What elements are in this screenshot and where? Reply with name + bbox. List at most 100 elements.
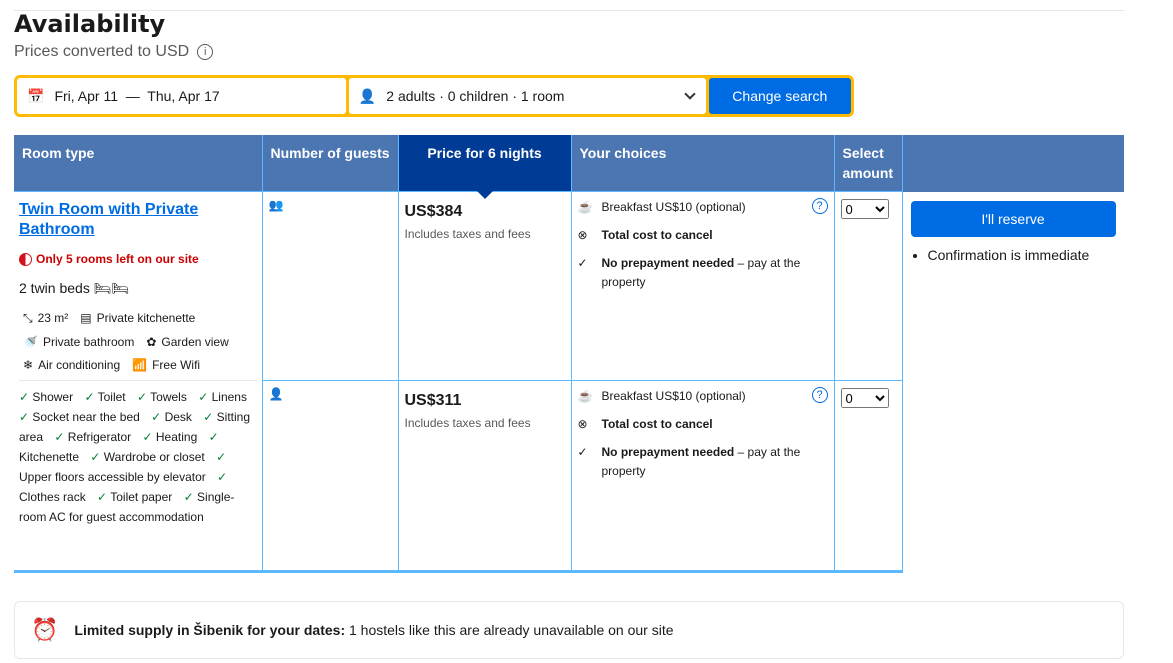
header-choices: Your choices xyxy=(570,135,834,192)
cancel-icon: ⊗ xyxy=(577,228,588,242)
check-icon: ✓ xyxy=(577,256,588,270)
snowflake-icon: ❄ xyxy=(23,358,34,372)
check-icon: ✓ xyxy=(54,430,65,444)
search-bar: 📅 Fri, Apr 11 — Thu, Apr 17 👤 2 adults · 0… xyxy=(14,75,854,117)
amenity-label: Toilet paper xyxy=(110,490,173,504)
check-icon: ✓ xyxy=(84,390,95,404)
amenity-item: ✓ Heating xyxy=(142,430,201,444)
amenity-label: Kitchenette xyxy=(19,450,80,464)
amenity-item: ✓ Shower xyxy=(19,390,77,404)
amenity-item: ✓ Toilet xyxy=(84,390,129,404)
header-select-amount: Select amount xyxy=(833,135,902,192)
beds-text: 2 twin beds xyxy=(19,280,90,296)
cancel-icon: ⊗ xyxy=(577,417,588,431)
dates-text: Fri, Apr 11 — Thu, Apr 17 xyxy=(54,88,220,104)
amenity-item: ✓ Kitchenette xyxy=(19,430,219,464)
divider xyxy=(14,10,1124,11)
chevron-down-icon xyxy=(683,88,696,100)
breakfast-text: Breakfast US$10 (optional) xyxy=(601,200,746,214)
help-icon[interactable]: ? xyxy=(811,198,828,214)
cancel-text: Total cost to cancel xyxy=(601,417,713,431)
price-cell: US$384 Includes taxes and fees xyxy=(397,191,572,381)
prepay-bold: No prepayment needed xyxy=(601,445,735,459)
amenity-label: Sitting area xyxy=(19,410,251,444)
subtitle: Prices converted to USD i xyxy=(14,43,214,61)
coffee-cup-icon: ☕ xyxy=(577,200,593,214)
price: US$384 xyxy=(404,203,463,220)
facility-item: ❄ Air conditioning xyxy=(23,358,120,372)
subtitle-text: Prices converted to USD xyxy=(14,43,190,60)
amenity-item: ✓ Socket near the bed xyxy=(19,410,144,424)
change-search-button[interactable]: Change search xyxy=(708,78,851,114)
bed-icon: 🛏🛏 xyxy=(93,280,130,296)
choices-cell: ? ☕ Breakfast US$10 (optional) ⊗ Total cos… xyxy=(570,191,835,381)
info-icon[interactable]: i xyxy=(197,44,214,60)
amenity-item: ✓ Clothes rack xyxy=(19,470,227,504)
room-name-link[interactable]: Twin Room with Private Bathroom xyxy=(19,201,199,238)
check-icon: ✓ xyxy=(198,390,209,404)
check-icon: ✓ xyxy=(142,430,153,444)
check-icon: ✓ xyxy=(577,445,588,459)
facility-label: Private kitchenette xyxy=(96,311,196,325)
amount-select[interactable]: 0 xyxy=(840,199,889,219)
table-row: 👤 US$311 Includes taxes and fees ? ☕ Break… xyxy=(14,380,1124,573)
facility-item: ▤ Private kitchenette xyxy=(80,311,195,326)
header-room-type: Room type xyxy=(14,135,262,192)
header-blank xyxy=(901,135,1124,192)
amenity-item: ✓ Refrigerator xyxy=(54,430,135,444)
facility-label: 23 m² xyxy=(37,311,69,325)
check-icon: ✓ xyxy=(97,490,108,504)
amenity-label: Socket near the bed xyxy=(32,410,140,424)
date-picker[interactable]: 📅 Fri, Apr 11 — Thu, Apr 17 xyxy=(17,78,346,114)
half-circle-icon xyxy=(19,252,32,266)
two-persons-icon: 👥 xyxy=(268,198,284,212)
amenity-item: ✓ Upper floors accessible by elevator xyxy=(19,450,226,484)
cancel-text: Total cost to cancel xyxy=(601,228,713,242)
help-icon[interactable]: ? xyxy=(811,387,828,403)
amenity-item: ✓ Toilet paper xyxy=(97,490,176,504)
check-icon: ✓ xyxy=(216,450,227,464)
kitchenette-icon: ▤ xyxy=(80,311,92,325)
amenity-label: Shower xyxy=(32,390,74,404)
beds: 2 twin beds 🛏🛏 xyxy=(19,280,257,297)
availability-table: Room type Number of guests Price for 6 n… xyxy=(14,135,1124,573)
garden-icon: ✿ xyxy=(146,335,157,349)
confirmation-note: Confirmation is immediate xyxy=(928,247,1117,263)
header-guests: Number of guests xyxy=(261,135,398,192)
amenity-item: ✓ Desk xyxy=(151,410,196,424)
bathroom-icon: 🚿 xyxy=(23,335,38,349)
scarcity-notice: Only 5 rooms left on our site xyxy=(19,252,257,266)
check-icon: ✓ xyxy=(19,410,30,424)
guests-cell: 👥 xyxy=(261,191,399,381)
amenity-label: Refrigerator xyxy=(67,430,132,444)
amenity-label: Linens xyxy=(211,390,247,404)
check-icon: ✓ xyxy=(217,470,228,484)
reserve-button[interactable]: I'll reserve xyxy=(910,200,1116,237)
amenities: ✓ Shower ✓ Toilet ✓ Towels ✓ Linens ✓ So… xyxy=(19,387,257,527)
amenity-label: Clothes rack xyxy=(19,490,86,504)
header-price: Price for 6 nights xyxy=(397,135,571,199)
guests-selector[interactable]: 👤 2 adults · 0 children · 1 room xyxy=(348,78,706,114)
tax-note: Includes taxes and fees xyxy=(404,416,531,430)
table-row: Twin Room with Private Bathroom Only 5 r… xyxy=(14,191,1124,573)
amenity-label: Wardrobe or closet xyxy=(103,450,205,464)
room-cell: Twin Room with Private Bathroom Only 5 r… xyxy=(14,191,263,573)
facility-label: Free Wifi xyxy=(152,358,201,372)
price-cell: US$311 Includes taxes and fees xyxy=(397,380,572,573)
prepay-text: – pay at the property xyxy=(601,445,801,478)
amount-select[interactable]: 0 xyxy=(840,388,889,408)
facility-label: Garden view xyxy=(161,335,229,349)
amenity-item: ✓ Wardrobe or closet xyxy=(90,450,208,464)
check-icon: ✓ xyxy=(151,410,162,424)
reserve-cell: I'll reserve Confirmation is immediate xyxy=(902,192,1124,572)
amenity-label: Toilet xyxy=(97,390,126,404)
facilities: ⤡ 23 m² ▤ Private kitchenette 🚿 Private bathr… xyxy=(19,311,257,381)
alert-text: 1 hostels like this are already unavaila… xyxy=(345,622,674,638)
price: US$311 xyxy=(404,392,462,409)
amount-cell: 0 xyxy=(833,380,903,573)
check-icon: ✓ xyxy=(136,390,148,404)
wifi-icon: 📶 xyxy=(132,358,148,372)
guests-cell: 👤 xyxy=(261,380,399,573)
check-icon: ✓ xyxy=(203,410,214,424)
facility-item: ⤡ 23 m² xyxy=(23,311,68,326)
